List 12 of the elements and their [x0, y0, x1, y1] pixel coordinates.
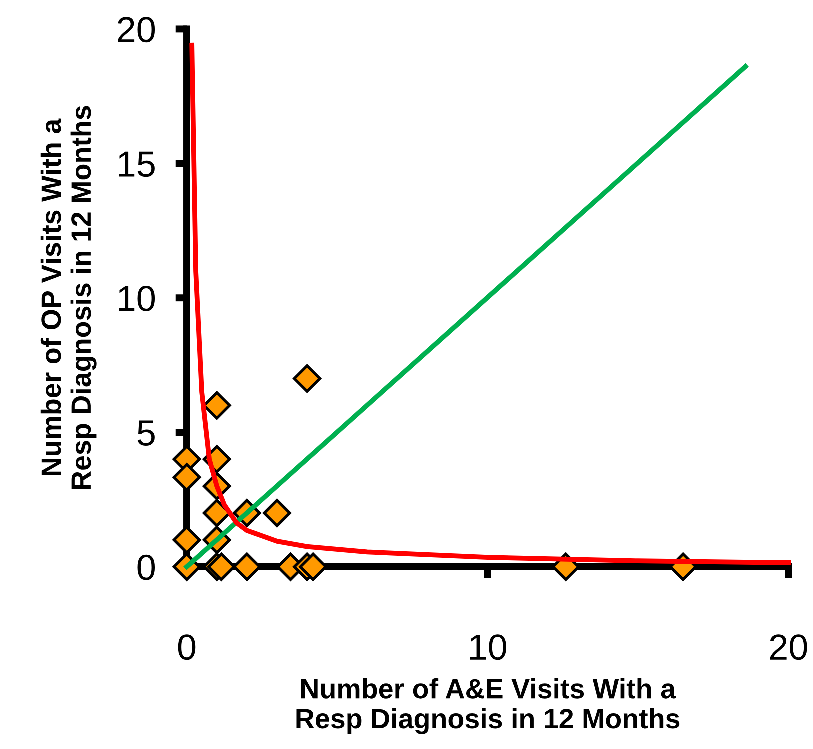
- point: [263, 499, 292, 528]
- y-tick-label: 20: [118, 17, 156, 43]
- x-tick-label: 10: [470, 634, 506, 660]
- y-tick-label: 15: [119, 152, 155, 178]
- y-tick-label: 0: [138, 554, 156, 580]
- y-axis-title: Number of OP Visits With a Resp Diagnosis in 12 Months: [40, 106, 97, 490]
- x-tick-label: 20: [770, 634, 808, 660]
- x-axis-title: Number of A&E Visits With a Resp Diagnosis in 12 Months: [296, 678, 680, 734]
- x-tick-label: 0: [178, 634, 196, 660]
- y-tick-label: 5: [138, 420, 155, 446]
- y-tick-label: 10: [119, 286, 156, 312]
- point: [293, 364, 322, 393]
